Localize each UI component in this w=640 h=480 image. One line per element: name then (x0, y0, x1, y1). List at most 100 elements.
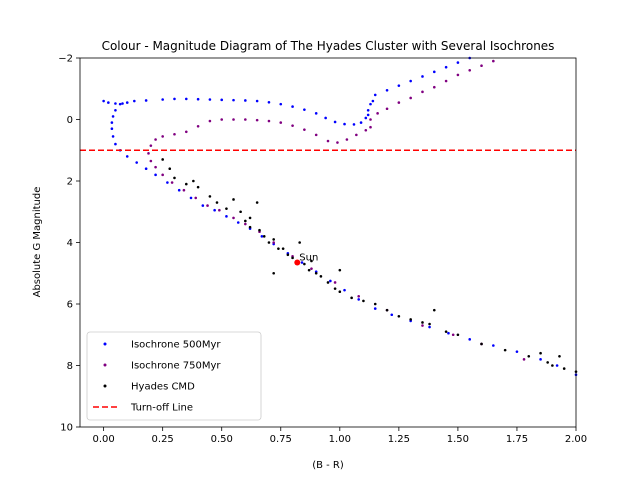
data-point (310, 267, 313, 270)
data-point (232, 216, 235, 220)
data-point (468, 338, 472, 341)
data-point (300, 261, 304, 264)
data-point (373, 307, 377, 310)
data-point (444, 79, 448, 83)
plot-area: Sun (79, 56, 578, 428)
data-point (432, 85, 436, 89)
data-point (369, 125, 372, 129)
data-point (303, 262, 306, 266)
data-point (503, 348, 507, 352)
data-point (515, 350, 519, 353)
x-tick-label: 2.00 (565, 434, 587, 445)
data-point (267, 119, 271, 123)
data-point (421, 75, 424, 78)
data-point (432, 308, 436, 312)
data-point (232, 198, 235, 201)
data-point (444, 330, 448, 333)
data-point (267, 100, 271, 104)
data-point (213, 208, 216, 212)
legend-label: Isochrone 500Myr (131, 340, 221, 351)
data-point (307, 268, 311, 272)
data-point (149, 159, 153, 163)
data-point (236, 221, 240, 224)
data-point (397, 101, 401, 104)
data-point (114, 108, 117, 112)
data-point (397, 315, 401, 318)
legend-label: Hyades CMD (131, 382, 195, 393)
chart-title: Colour - Magnitude Diagram of The Hyades… (102, 39, 555, 53)
x-tick-label: 0.25 (152, 434, 174, 445)
x-tick-label: 1.50 (447, 434, 469, 445)
data-point (432, 70, 436, 74)
data-point (456, 73, 460, 77)
y-tick-label: 10 (60, 423, 73, 434)
data-point (390, 313, 394, 317)
y-tick-label: 8 (67, 361, 73, 372)
data-point (272, 241, 275, 244)
data-point (258, 228, 261, 232)
data-point (385, 107, 389, 111)
data-point (310, 259, 313, 263)
data-point (558, 354, 561, 358)
data-point (409, 96, 412, 100)
y-tick-label: 6 (67, 300, 73, 311)
data-point (133, 99, 136, 103)
data-point (260, 235, 264, 238)
data-point (451, 333, 455, 337)
data-point (110, 121, 114, 124)
data-point (373, 93, 377, 97)
data-point (364, 128, 368, 132)
data-point (107, 101, 110, 104)
data-point (147, 152, 150, 155)
data-point (421, 324, 424, 327)
data-point (173, 132, 176, 136)
data-point (338, 290, 342, 294)
data-point (144, 99, 148, 102)
data-point (551, 364, 554, 367)
data-point (184, 130, 188, 134)
data-point (208, 119, 212, 123)
data-point (125, 101, 129, 104)
data-point (555, 364, 559, 367)
data-point (319, 275, 323, 278)
legend-marker (103, 363, 107, 367)
x-tick-label: 1.00 (329, 434, 351, 445)
data-point (480, 64, 483, 67)
data-point (373, 302, 377, 306)
data-point (371, 99, 375, 103)
data-point (114, 142, 117, 146)
data-point (362, 299, 365, 303)
data-point (314, 112, 318, 115)
x-tick-label: 1.25 (388, 434, 410, 445)
data-point (385, 88, 389, 92)
data-point (291, 256, 294, 260)
data-point (184, 182, 188, 186)
data-point (255, 99, 259, 103)
data-point (333, 120, 337, 124)
data-point (539, 358, 542, 361)
data-point (272, 271, 275, 275)
data-point (125, 155, 129, 158)
data-point (338, 268, 342, 272)
data-point (154, 165, 157, 169)
data-point (121, 102, 124, 105)
x-tick-label: 0.50 (211, 434, 233, 445)
series-1 (147, 59, 526, 361)
data-point (220, 118, 224, 121)
data-point (144, 167, 148, 170)
legend-marker (103, 384, 107, 388)
data-point (161, 98, 164, 101)
y-axis-label: Absolute G Magnitude (32, 187, 43, 298)
data-point (201, 204, 205, 207)
data-point (239, 210, 242, 214)
data-point (345, 138, 349, 141)
data-point (111, 115, 115, 118)
data-point (492, 344, 495, 347)
data-point (248, 216, 252, 220)
data-point (208, 98, 212, 101)
data-point (314, 271, 318, 275)
data-point (232, 98, 235, 102)
data-point (182, 188, 186, 192)
data-point (326, 281, 330, 284)
data-point (161, 173, 164, 177)
